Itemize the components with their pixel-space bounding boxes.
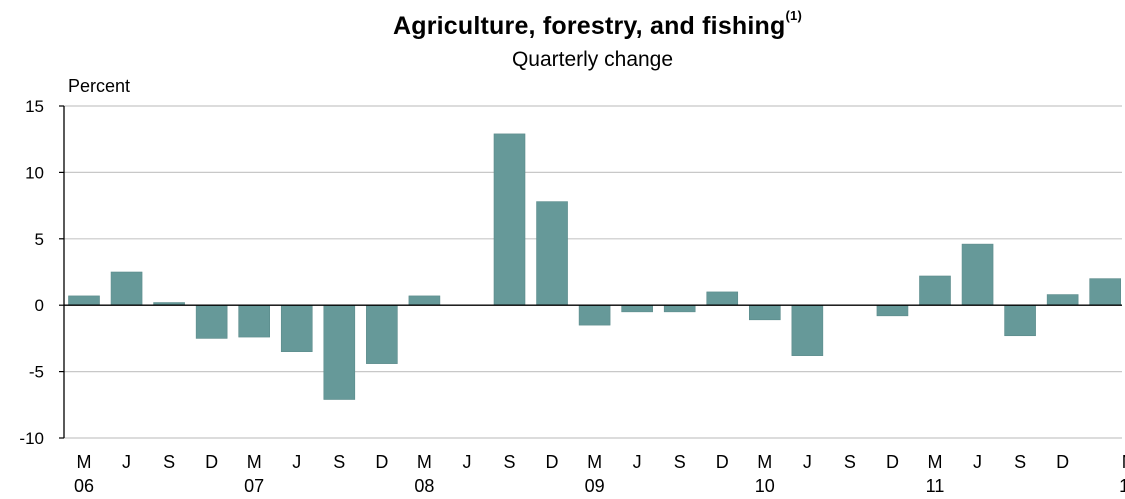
chart-title: Agriculture, forestry, and fishing(1) <box>393 8 802 40</box>
x-year-label: 07 <box>244 476 264 496</box>
y-tick-label: 15 <box>25 97 44 116</box>
bar <box>408 295 441 306</box>
bar <box>195 304 228 339</box>
x-tick-label: J <box>292 452 301 472</box>
x-year-label: 09 <box>585 476 605 496</box>
y-tick-label: -5 <box>29 363 44 382</box>
x-tick-label: D <box>546 452 559 472</box>
y-axis-label: Percent <box>68 76 130 96</box>
x-tick-label: M <box>1122 452 1125 472</box>
bar <box>110 271 143 306</box>
x-tick-label: D <box>1056 452 1069 472</box>
bar <box>919 275 951 306</box>
bar-series <box>68 133 1121 400</box>
bar <box>706 291 739 306</box>
bar <box>366 304 398 364</box>
x-tick-label: S <box>1014 452 1026 472</box>
bar <box>493 133 526 306</box>
x-tick-label: M <box>587 452 602 472</box>
bar <box>280 304 313 352</box>
bar <box>961 243 994 306</box>
bar <box>791 304 824 356</box>
bar <box>1089 278 1121 306</box>
x-tick-label: D <box>886 452 899 472</box>
x-tick-label: M <box>247 452 262 472</box>
x-year-label: 10 <box>755 476 775 496</box>
y-tick-label: -10 <box>19 429 44 448</box>
bar <box>748 304 781 321</box>
title-footnote-marker: (1) <box>785 8 802 23</box>
bar <box>1004 304 1036 337</box>
x-tick-label: M <box>757 452 772 472</box>
bar <box>663 304 696 313</box>
bar <box>68 295 100 306</box>
bar <box>238 304 270 338</box>
bar <box>1046 294 1079 306</box>
x-tick-label: S <box>503 452 515 472</box>
bar <box>323 304 356 400</box>
gridlines <box>64 105 1122 439</box>
x-year-label: 11 <box>926 476 945 496</box>
x-tick-label: J <box>803 452 812 472</box>
x-tick-labels: M J S D M J S D M J S D M J S D M J S D M J S D M 06 07 08 09 10 11 12 <box>74 452 1125 496</box>
x-tick-label: D <box>375 452 388 472</box>
x-tick-label: M <box>417 452 432 472</box>
x-tick-label: M <box>928 452 943 472</box>
bar <box>876 304 909 317</box>
x-tick-label: D <box>205 452 218 472</box>
y-tick-label: 0 <box>35 296 44 315</box>
x-tick-label: S <box>674 452 686 472</box>
y-tick-label: 10 <box>25 163 44 182</box>
axes <box>59 105 1122 439</box>
bar <box>536 201 568 306</box>
x-tick-label: S <box>163 452 175 472</box>
x-tick-label: D <box>716 452 729 472</box>
x-tick-label: M <box>77 452 92 472</box>
x-year-label: 06 <box>74 476 94 496</box>
x-year-label: 12 <box>1119 476 1125 496</box>
chart-subtitle: Quarterly change <box>511 48 674 71</box>
bar <box>621 304 653 313</box>
y-tick-labels: 15 10 5 0 -5 -10 <box>19 97 44 448</box>
x-tick-label: J <box>633 452 642 472</box>
x-tick-label: J <box>973 452 982 472</box>
bar <box>578 304 611 326</box>
x-tick-label: S <box>844 452 856 472</box>
x-tick-label: S <box>333 452 345 472</box>
x-tick-label: J <box>122 452 131 472</box>
x-tick-label: J <box>462 452 471 472</box>
x-year-label: 08 <box>414 476 434 496</box>
y-tick-label: 5 <box>35 230 44 249</box>
